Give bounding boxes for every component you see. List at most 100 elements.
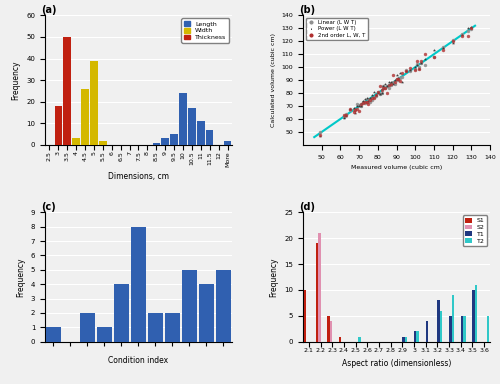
Point <box>350 109 358 115</box>
Point <box>372 92 380 98</box>
Point <box>346 106 354 113</box>
Y-axis label: Frequency: Frequency <box>16 257 25 297</box>
Point <box>464 28 471 34</box>
Point <box>448 37 456 43</box>
Point <box>464 33 471 39</box>
Point <box>411 64 419 70</box>
Point <box>390 79 398 85</box>
Point <box>316 129 324 135</box>
Point <box>355 103 363 109</box>
Bar <box>197 121 204 145</box>
Bar <box>206 130 214 145</box>
Point <box>398 70 406 76</box>
Point <box>357 103 365 109</box>
Bar <box>405 337 407 342</box>
Point <box>382 85 390 91</box>
Point <box>392 76 400 82</box>
Point <box>389 79 397 86</box>
Point <box>360 99 368 105</box>
Bar <box>452 295 454 342</box>
Point <box>342 112 350 118</box>
Point <box>396 75 404 81</box>
Bar <box>182 270 196 342</box>
Point <box>389 72 397 78</box>
Point <box>372 92 380 98</box>
Point <box>394 76 402 82</box>
Point <box>387 79 395 86</box>
Point <box>370 95 378 101</box>
Point <box>387 81 395 87</box>
Point <box>390 81 398 87</box>
Point <box>448 40 456 46</box>
X-axis label: Dimensions, cm: Dimensions, cm <box>108 172 169 181</box>
Point <box>376 91 384 97</box>
Point <box>464 25 471 31</box>
Point <box>382 85 390 91</box>
Point <box>430 54 438 60</box>
Bar <box>46 328 60 342</box>
Point <box>350 105 358 111</box>
Point <box>374 90 382 96</box>
Point <box>340 114 348 120</box>
Point <box>370 94 378 100</box>
Point <box>406 67 413 73</box>
Bar <box>449 316 452 342</box>
Point <box>370 89 378 96</box>
Bar <box>90 61 98 145</box>
Point <box>411 66 419 72</box>
Bar <box>99 141 106 145</box>
Point <box>394 77 402 83</box>
Point <box>364 96 372 102</box>
Point <box>458 33 466 40</box>
Point <box>353 103 361 109</box>
Point <box>394 75 402 81</box>
Point <box>359 99 367 106</box>
Point <box>411 67 419 73</box>
Point <box>468 26 475 32</box>
Point <box>413 58 421 65</box>
Point <box>340 114 348 121</box>
Point <box>383 90 391 96</box>
Point <box>383 83 391 89</box>
Point <box>353 106 361 112</box>
Point <box>352 109 360 116</box>
Point <box>389 81 397 87</box>
Point <box>398 74 406 81</box>
Point <box>362 99 370 105</box>
Point <box>378 87 386 93</box>
Point <box>392 76 400 83</box>
X-axis label: Condition index: Condition index <box>108 356 168 365</box>
Point <box>376 83 384 89</box>
Point <box>362 99 370 105</box>
Bar <box>114 284 128 342</box>
Point <box>415 66 423 72</box>
Bar <box>426 321 428 342</box>
Point <box>385 85 393 91</box>
Bar <box>414 331 416 342</box>
Bar <box>72 138 80 145</box>
X-axis label: Aspect ratio (dimensionless): Aspect ratio (dimensionless) <box>342 359 451 367</box>
Text: (c): (c) <box>42 202 56 212</box>
Point <box>378 90 386 96</box>
Bar <box>475 285 478 342</box>
Point <box>376 91 384 97</box>
Bar <box>82 89 89 145</box>
Point <box>440 45 448 51</box>
Bar <box>188 108 196 145</box>
Point <box>346 106 354 113</box>
Point <box>380 83 388 89</box>
Point <box>440 46 448 53</box>
X-axis label: Measured volume (cubic cm): Measured volume (cubic cm) <box>351 165 442 170</box>
Bar <box>200 284 213 342</box>
Point <box>415 66 423 72</box>
Y-axis label: Frequency: Frequency <box>270 257 278 297</box>
Text: (d): (d) <box>300 202 316 212</box>
Point <box>382 81 390 87</box>
Point <box>417 60 425 66</box>
Point <box>413 62 421 68</box>
Point <box>352 107 360 113</box>
Bar <box>224 141 232 145</box>
Point <box>359 99 367 106</box>
Point <box>417 60 425 66</box>
Point <box>380 83 388 89</box>
